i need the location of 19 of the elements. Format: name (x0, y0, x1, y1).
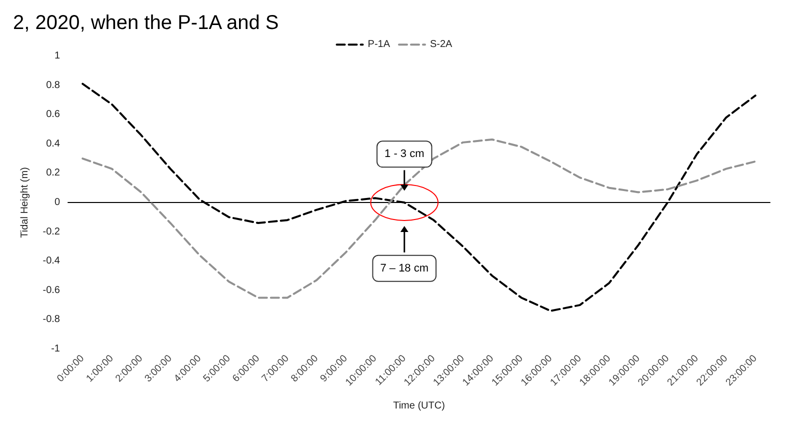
y-tick-label: -0.4 (42, 256, 60, 267)
x-axis-title: Time (UTC) (393, 400, 445, 412)
y-tick-label: 0.8 (46, 80, 60, 91)
line-series (82, 138, 756, 299)
legend-label: S-2A (430, 39, 453, 50)
legend-label: P-1A (368, 39, 390, 50)
y-tick-label: -0.6 (42, 284, 60, 296)
y-tick-label: 0 (54, 197, 60, 208)
y-tick-label: -1 (51, 344, 60, 354)
annotation: 7 – 18 cm (380, 262, 429, 274)
y-tick-label: 0.6 (46, 109, 60, 120)
chart-title: 2, 2020, when the P-1A and S (13, 12, 279, 34)
y-tick-label: -0.8 (42, 314, 60, 326)
y-tick-label: 0.2 (46, 168, 60, 179)
annotation: 1 - 3 cm (384, 148, 424, 160)
y-tick-label: -0.2 (42, 226, 60, 238)
y-tick-label: 0.4 (46, 138, 60, 150)
y-tick-label: 1 (54, 50, 60, 62)
y-axis-title: Tidal Height (m) (20, 167, 30, 238)
